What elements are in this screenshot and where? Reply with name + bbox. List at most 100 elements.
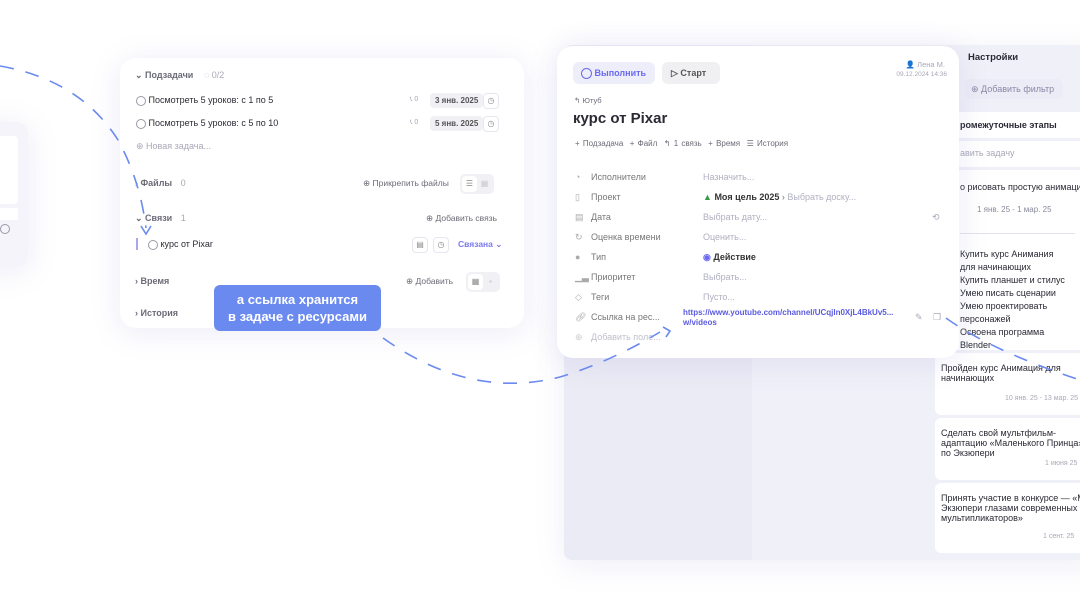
checkbox-circle[interactable] (0, 224, 10, 234)
partial-inner (0, 136, 18, 204)
field-list: ◔ Исполнители Назначить... ▯ Проект ▲ Моя це… (575, 172, 942, 342)
table-view-icon[interactable]: ▦ (468, 274, 483, 290)
link-marker (136, 238, 138, 250)
callout: а ссылка хранится в задаче с ресурсами (214, 285, 381, 331)
card-title: о рисовать простую анимацию (960, 182, 1080, 192)
select-board[interactable]: Выбрать доску... (787, 192, 857, 202)
checklist-item[interactable]: Купить курс Анимания для начинающих (960, 249, 1054, 272)
tag-icon: ◇ (575, 292, 582, 302)
connector-2 (382, 331, 661, 385)
edit-icon[interactable]: ✎ (915, 312, 923, 322)
board-card[interactable]: Сделать свой мультфильм-адаптацию «Мален… (935, 418, 1080, 480)
new-task-input[interactable]: ⊕ Новая задача... (136, 141, 211, 151)
partial-card-left (0, 122, 28, 267)
add-task-label: авить задачу (960, 148, 1015, 158)
connector-3 (945, 317, 1080, 381)
grid-view-icon[interactable]: ▦ (480, 179, 489, 188)
comment-count: 📞︎ 0 (410, 96, 419, 103)
view-toggle[interactable]: ☰ ▦ (460, 174, 494, 194)
divider (960, 233, 1075, 234)
start-button[interactable]: ▷ Старт (662, 62, 720, 84)
task-card: Выполнить ▷ Старт 👤 Лена М. 09.12.2024 1… (557, 46, 959, 358)
subtask-item[interactable]: Посмотреть 5 уроков: с 1 по 5 (136, 95, 273, 106)
column-header: ромежуточные этапы (935, 112, 1080, 138)
settings-tab[interactable]: Настройки (968, 52, 1019, 63)
links-header[interactable]: ⌄ Связи 1 (135, 213, 186, 223)
card-dates: 10 янв. 25 - 13 мар. 25 (1005, 395, 1079, 402)
date-chip[interactable]: 3 янв. 2025 (430, 93, 484, 108)
task-actions: + Подзадача + Файл ↰ 1 связь + Время ☰ И… (575, 139, 788, 148)
add-filter-button[interactable]: ⊕ Добавить фильтр (965, 79, 1063, 99)
clock-icon[interactable]: ◷ (483, 116, 499, 132)
history-button[interactable]: ☰ История (746, 139, 789, 148)
subtask-item[interactable]: Посмотреть 5 уроков: с 5 по 10 (136, 118, 278, 129)
clock-icon: ↻ (575, 232, 583, 242)
link-status-dropdown[interactable]: Связана ⌄ (458, 239, 503, 249)
callout-line: в задаче с ресурсами (228, 309, 367, 324)
time-header[interactable]: › Время (135, 276, 170, 286)
add-subtask-button[interactable]: + Подзадача (575, 139, 624, 148)
card-title: Сделать свой мультфильм-адаптацию «Мален… (941, 428, 1080, 458)
links-button[interactable]: ↰ 1 связь (663, 139, 702, 148)
add-file-button[interactable]: + Файл (629, 139, 658, 148)
priority-icon: ▁▃ (575, 272, 589, 282)
board-card[interactable]: о рисовать простую анимацию 1 янв. 25 - … (935, 170, 1080, 350)
list-view-icon[interactable]: ☰ (462, 176, 477, 192)
date-chip[interactable]: 5 янв. 2025 (430, 116, 484, 131)
project-icon: ▯ (575, 192, 580, 202)
calendar-icon: ▤ (575, 212, 584, 222)
repeat-icon[interactable]: ⟲ (932, 212, 940, 222)
link-icon: 🔗︎ (575, 312, 587, 322)
board-card[interactable]: Принять участие в конкурсе — «М Экзюпери… (935, 483, 1080, 553)
task-title[interactable]: курс от Pixar (573, 110, 668, 127)
connector-1 (0, 65, 147, 229)
time-view-toggle[interactable]: ▦ ▪ (466, 272, 500, 292)
avatar: 👤 (905, 60, 916, 69)
subtask-label: Посмотреть 5 уроков: с 5 по 10 (148, 118, 279, 128)
checkbox-circle[interactable] (148, 239, 158, 250)
add-task-row[interactable]: авить задачу (935, 141, 1080, 167)
parent-breadcrumb[interactable]: ↰ Ютуб (574, 96, 602, 105)
partial-inner-2 (0, 208, 18, 220)
linked-task[interactable]: курс от Pixar (148, 239, 213, 250)
timestamp: 09.12.2024 14:36 (896, 71, 947, 78)
attach-files-button[interactable]: ⊕ Прикрепить файлы (363, 178, 449, 188)
arrow-head-1 (140, 225, 152, 236)
tree-icon: ▲ (703, 192, 712, 202)
column-title: ромежуточные этапы (960, 120, 1057, 130)
arrow-head-2 (662, 326, 672, 338)
copy-icon[interactable]: ❐ (933, 312, 942, 322)
clock-icon[interactable]: ◷ (483, 93, 499, 109)
chat-view-icon[interactable]: ▪ (489, 277, 492, 286)
add-time-button[interactable]: + Время (708, 139, 741, 148)
history-header[interactable]: › История (135, 308, 179, 318)
type-dot-icon: ◉ (703, 252, 711, 262)
complete-button[interactable]: Выполнить (573, 62, 655, 84)
subtask-label: Посмотреть 5 уроков: с 1 по 5 (148, 95, 274, 105)
add-time-button[interactable]: ⊕ Добавить (406, 276, 454, 286)
subtasks-header[interactable]: ⌄ Подзадачи ◌ 0/2 (135, 70, 225, 80)
card-dates: 1 янв. 25 - 1 мар. 25 (977, 205, 1052, 214)
checkbox-circle[interactable] (136, 95, 146, 106)
user-icon: ◔ (575, 172, 581, 182)
calendar-icon[interactable]: ▤ (412, 237, 428, 253)
add-filter-label: Добавить фильтр (981, 84, 1055, 94)
type-icon: ● (575, 252, 581, 262)
card-dates: 1 сент. 25 (1043, 533, 1075, 540)
card-dates: 1 июня 25 (1045, 460, 1078, 467)
clock-icon[interactable]: ◷ (433, 237, 449, 253)
task-details-card: ⌄ Подзадачи ◌ 0/2 Посмотреть 5 уроков: с… (120, 58, 524, 328)
comment-count: 📞︎ 0 (410, 119, 419, 126)
add-link-button[interactable]: ⊕ Добавить связь (426, 213, 498, 223)
checklist-item[interactable]: Умею писать сценарии (960, 288, 1056, 298)
checkbox-circle[interactable] (136, 118, 146, 129)
subtasks-title: Подзадачи (145, 70, 194, 80)
checklist-item[interactable]: Умею проектировать персонажей (960, 301, 1048, 324)
checklist: Купить курс Анимания для начинающих Купи… (960, 248, 1070, 352)
resource-url[interactable]: https://www.youtube.com/channel/UCqjln0X… (683, 308, 894, 327)
card-title: Принять участие в конкурсе — «М Экзюпери… (941, 493, 1080, 523)
checklist-item[interactable]: Купить планшет и стилус (960, 275, 1065, 285)
board-card[interactable]: Пройден курс Анимация для начинающих 10 … (935, 353, 1080, 415)
checklist-item[interactable]: Освоена программа Blender (960, 327, 1045, 350)
